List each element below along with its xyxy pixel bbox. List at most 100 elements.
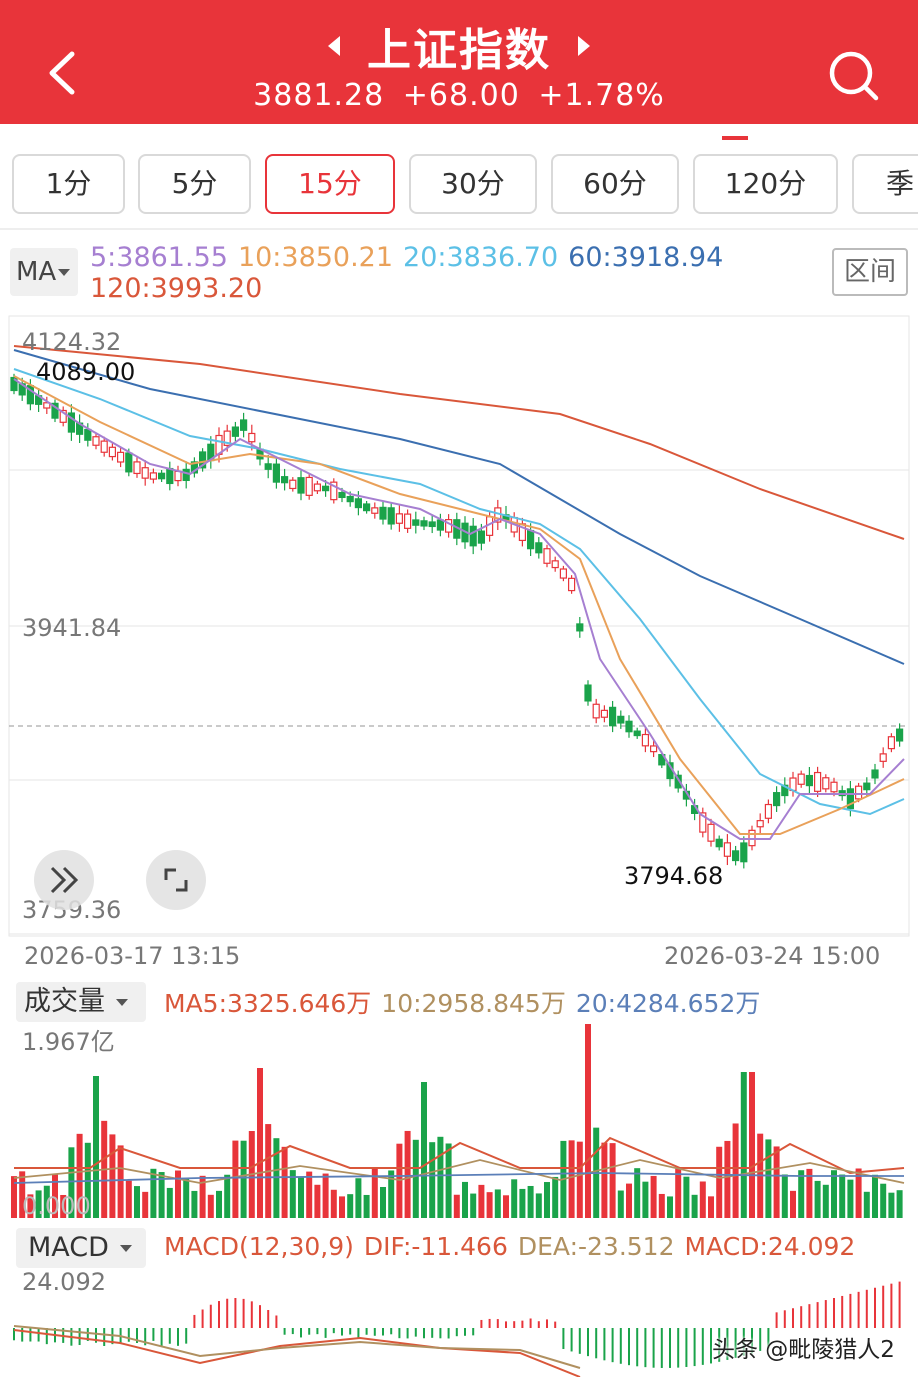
- tab-60min[interactable]: 60分: [551, 154, 679, 214]
- macd-max-label: 24.092: [22, 1268, 106, 1296]
- macd-bar: [267, 1309, 270, 1328]
- macd-bar: [250, 1301, 253, 1328]
- macd-bar: [316, 1328, 319, 1335]
- candle: [551, 560, 559, 569]
- candle: [158, 472, 166, 480]
- candle: [699, 812, 707, 833]
- vol-ma20: 20:4284.652万: [575, 989, 761, 1018]
- candle: [707, 823, 715, 842]
- macd-bar: [505, 1321, 507, 1328]
- macd-bar: [636, 1328, 639, 1367]
- ma5-line: [13, 378, 905, 840]
- candle: [887, 736, 896, 750]
- volume-bar: [732, 1123, 739, 1218]
- tab-quarter[interactable]: 季: [852, 154, 918, 214]
- start-time-label: 2026-03-17 13:15: [24, 942, 241, 970]
- volume-bar: [519, 1188, 526, 1218]
- macd-bar: [283, 1328, 286, 1335]
- tab-30min[interactable]: 30分: [409, 154, 537, 214]
- candle: [871, 769, 879, 779]
- macd-bar: [398, 1328, 401, 1339]
- macd-bar: [373, 1328, 376, 1336]
- macd-bar: [185, 1328, 188, 1344]
- volume-bar: [609, 1143, 616, 1218]
- volume-bar: [166, 1187, 173, 1218]
- volume-zero-label: 0.000: [22, 1192, 91, 1220]
- macd-bar: [660, 1328, 663, 1368]
- volume-bar: [363, 1194, 370, 1218]
- indicator-select[interactable]: MA: [10, 248, 78, 296]
- macd-bar: [669, 1328, 671, 1368]
- candle: [428, 521, 436, 528]
- tab-120min[interactable]: 120分: [693, 154, 838, 214]
- macd-bar: [431, 1328, 434, 1338]
- macd-bar: [710, 1328, 712, 1364]
- search-icon[interactable]: [826, 48, 882, 104]
- candle: [379, 506, 387, 520]
- macd-bar: [29, 1328, 32, 1342]
- volume-bar: [224, 1174, 231, 1218]
- volume-chart[interactable]: [0, 1018, 918, 1220]
- volume-bar: [527, 1185, 534, 1218]
- volume-ma5-line: [14, 1136, 905, 1175]
- next-stock-icon[interactable]: [578, 36, 591, 56]
- tab-15min[interactable]: 15分: [265, 154, 395, 214]
- tab-1min[interactable]: 1分: [12, 154, 125, 214]
- candle: [469, 525, 477, 547]
- macd-bar: [177, 1328, 179, 1346]
- macd-bar: [677, 1328, 680, 1368]
- candle: [67, 412, 76, 433]
- volume-bar: [699, 1181, 706, 1218]
- candle: [182, 468, 190, 482]
- range-button[interactable]: 区间: [832, 248, 908, 296]
- candlestick-chart[interactable]: [0, 314, 918, 974]
- volume-bar: [232, 1140, 239, 1218]
- macd-bar: [209, 1304, 212, 1328]
- candle: [420, 520, 428, 527]
- candle: [781, 784, 789, 797]
- candle: [797, 773, 805, 785]
- macd-bar: [332, 1328, 335, 1334]
- macd-bar: [816, 1302, 819, 1328]
- candle: [395, 513, 403, 524]
- macd-chart[interactable]: [0, 1268, 918, 1377]
- candle: [248, 432, 256, 443]
- macd-bar: [127, 1328, 130, 1342]
- macd-bar: [611, 1328, 614, 1363]
- candle: [305, 476, 313, 496]
- volume-bar: [207, 1194, 214, 1218]
- macd-bar: [455, 1328, 458, 1337]
- volume-bar: [749, 1072, 755, 1218]
- volume-bar: [68, 1147, 75, 1218]
- macd-bar: [734, 1328, 737, 1358]
- back-arrow-icon[interactable]: [40, 48, 84, 98]
- ma20-value: 20:3836.70: [403, 242, 559, 273]
- candle: [51, 402, 59, 419]
- previous-stock-icon[interactable]: [327, 36, 340, 56]
- candle: [772, 792, 781, 807]
- volume-bar: [535, 1193, 542, 1218]
- fullscreen-button[interactable]: [146, 850, 206, 910]
- volume-bar: [585, 1024, 591, 1218]
- expand-sidebar-button[interactable]: [34, 850, 94, 910]
- volume-max-label: 1.967亿: [22, 1028, 115, 1056]
- candle: [863, 782, 871, 791]
- macd-bar: [775, 1312, 778, 1328]
- volume-bar: [298, 1176, 304, 1218]
- macd-legend: MACD(12,30,9) DIF:-11.466 DEA:-23.512 MACD:…: [164, 1232, 865, 1261]
- volume-bar: [814, 1180, 821, 1218]
- candle: [731, 850, 740, 862]
- tab-5min[interactable]: 5分: [138, 154, 251, 214]
- volume-select[interactable]: 成交量: [16, 982, 146, 1022]
- macd-bar: [382, 1328, 384, 1336]
- volume-bar: [781, 1174, 788, 1218]
- watermark-text: 头条 @毗陵猎人2: [712, 1337, 895, 1363]
- macd-select[interactable]: MACD: [16, 1228, 146, 1268]
- title-bar: 上证指数: [0, 14, 918, 78]
- macd-bar: [406, 1328, 409, 1339]
- volume-bar: [257, 1068, 263, 1218]
- macd-bar: [439, 1328, 442, 1339]
- macd-bar: [513, 1321, 516, 1328]
- volume-bar: [552, 1176, 559, 1218]
- volume-bar: [691, 1194, 698, 1218]
